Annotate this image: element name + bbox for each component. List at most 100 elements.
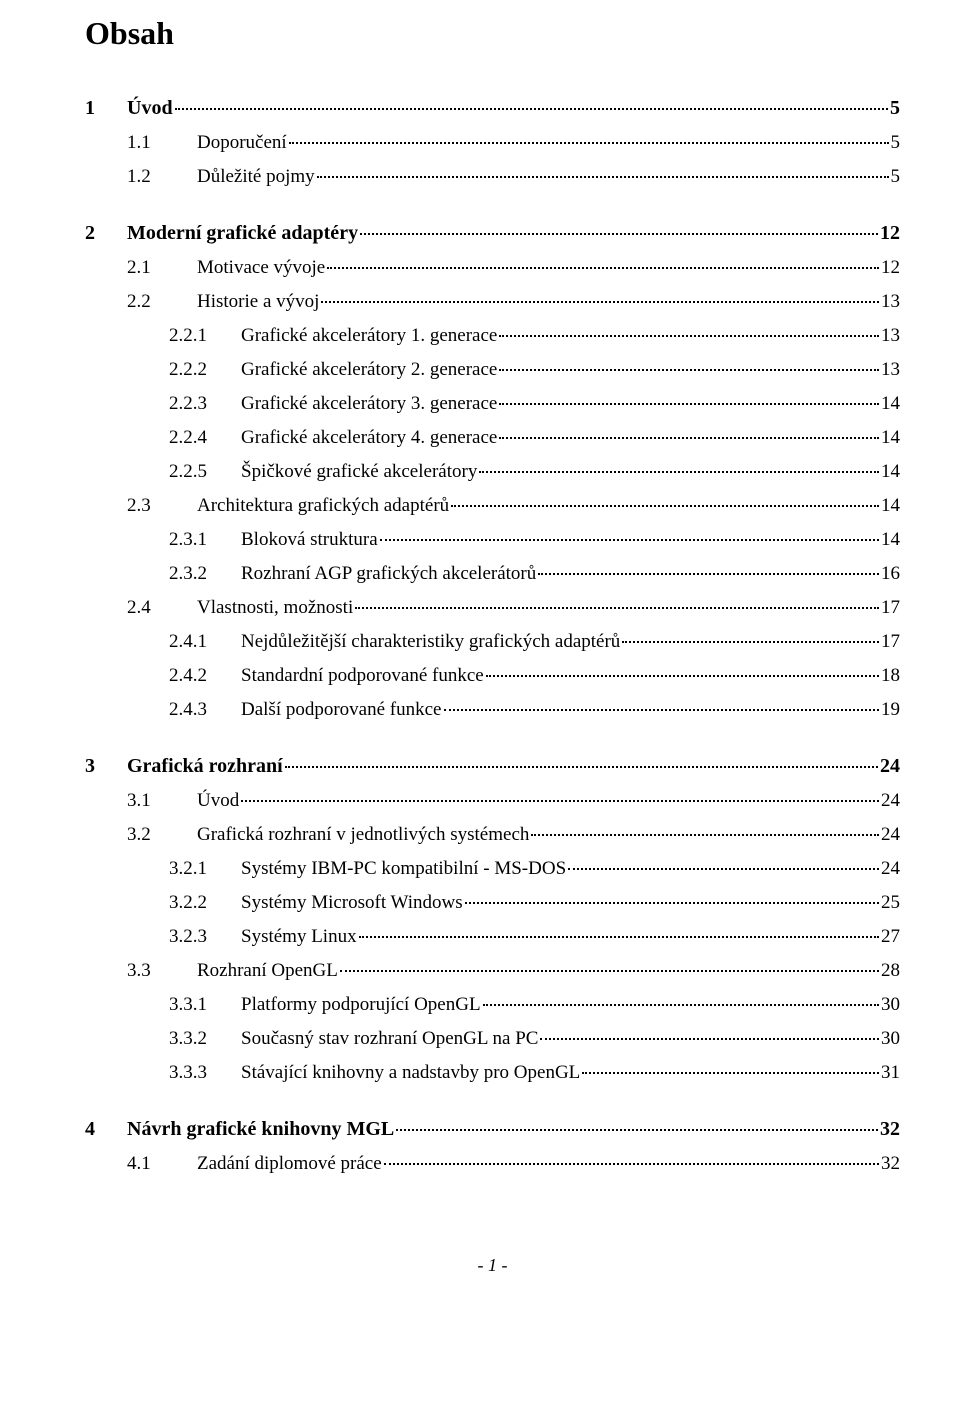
toc-entry-number: 3.3.2 [169, 1028, 241, 1050]
toc-entry-number: 2.4.1 [169, 631, 241, 653]
toc-entry: 1.1Doporučení 5 [85, 132, 900, 154]
toc-leader-dots [465, 902, 879, 904]
toc-entry-number: 2.2.4 [169, 427, 241, 449]
toc-entry-label: Historie a vývoj [197, 291, 319, 313]
toc-entry-number: 3.2.1 [169, 858, 241, 880]
toc-entry-page: 28 [881, 960, 900, 982]
toc-leader-dots [360, 233, 878, 235]
toc-entry-number: 2.2 [127, 291, 197, 313]
toc-leader-dots [327, 267, 879, 269]
toc-leader-dots [499, 369, 879, 371]
toc-entry-page: 32 [881, 1153, 900, 1175]
toc-entry-label: Platformy podporující OpenGL [241, 994, 481, 1016]
toc-entry-page: 24 [880, 755, 900, 778]
toc-leader-dots [568, 868, 879, 870]
toc-entry-page: 24 [881, 858, 900, 880]
toc-leader-dots [499, 335, 879, 337]
toc-entry-page: 32 [880, 1118, 900, 1141]
toc-entry-label: Standardní podporované funkce [241, 665, 484, 687]
toc-entry: 2.2.3Grafické akcelerátory 3. generace 1… [85, 393, 900, 415]
toc-leader-dots [444, 709, 880, 711]
toc-entry-page: 30 [881, 994, 900, 1016]
toc-entry-label: Grafická rozhraní [127, 755, 283, 778]
toc-entry-number: 2.2.1 [169, 325, 241, 347]
toc-entry-label: Grafické akcelerátory 4. generace [241, 427, 497, 449]
toc-list: 1Úvod 51.1Doporučení 51.2Důležité pojmy … [85, 97, 900, 1175]
toc-entry: 2.2.4Grafické akcelerátory 4. generace 1… [85, 427, 900, 449]
toc-leader-dots [289, 142, 889, 144]
toc-entry-number: 2.2.3 [169, 393, 241, 415]
toc-entry-page: 14 [881, 495, 900, 517]
toc-leader-dots [321, 301, 879, 303]
toc-entry-number: 3.3.3 [169, 1062, 241, 1084]
toc-entry-page: 12 [880, 222, 900, 245]
toc-entry-number: 2.3 [127, 495, 197, 517]
toc-entry: 3.2.1Systémy IBM-PC kompatibilní - MS-DO… [85, 858, 900, 880]
toc-leader-dots [285, 766, 878, 768]
toc-entry-label: Další podporované funkce [241, 699, 442, 721]
toc-entry-label: Rozhraní AGP grafických akcelerátorů [241, 563, 536, 585]
toc-leader-dots [531, 834, 879, 836]
toc-entry-page: 27 [881, 926, 900, 948]
toc-entry-page: 14 [881, 529, 900, 551]
toc-entry: 2.4.2Standardní podporované funkce 18 [85, 665, 900, 687]
toc-entry: 3.2Grafická rozhraní v jednotlivých syst… [85, 824, 900, 846]
toc-entry-page: 13 [881, 359, 900, 381]
toc-entry-number: 3.3 [127, 960, 197, 982]
toc-entry-page: 30 [881, 1028, 900, 1050]
toc-entry-number: 3.2.3 [169, 926, 241, 948]
toc-entry-label: Grafické akcelerátory 2. generace [241, 359, 497, 381]
toc-entry-number: 3.2.2 [169, 892, 241, 914]
toc-entry-label: Motivace vývoje [197, 257, 325, 279]
toc-leader-dots [483, 1004, 879, 1006]
toc-entry: 2.4.3Další podporované funkce 19 [85, 699, 900, 721]
toc-entry-label: Důležité pojmy [197, 166, 315, 188]
toc-entry-label: Nejdůležitější charakteristiky grafickýc… [241, 631, 620, 653]
toc-entry-label: Zadání diplomové práce [197, 1153, 382, 1175]
toc-entry-page: 24 [881, 790, 900, 812]
toc-leader-dots [359, 936, 879, 938]
toc-entry-label: Úvod [127, 97, 173, 120]
toc-entry-page: 17 [881, 631, 900, 653]
toc-entry-number: 3.2 [127, 824, 197, 846]
toc-leader-dots [384, 1163, 879, 1165]
toc-entry-label: Stávající knihovny a nadstavby pro OpenG… [241, 1062, 580, 1084]
toc-entry-page: 14 [881, 393, 900, 415]
toc-leader-dots [479, 471, 879, 473]
toc-entry: 3.3Rozhraní OpenGL 28 [85, 960, 900, 982]
toc-entry-number: 2.4.2 [169, 665, 241, 687]
toc-entry-page: 13 [881, 291, 900, 313]
toc-leader-dots [540, 1038, 879, 1040]
toc-entry: 2.2.5Špičkové grafické akcelerátory 14 [85, 461, 900, 483]
toc-leader-dots [396, 1129, 878, 1131]
toc-leader-dots [538, 573, 879, 575]
toc-entry-label: Grafické akcelerátory 3. generace [241, 393, 497, 415]
toc-entry-number: 1.1 [127, 132, 197, 154]
toc-entry-page: 17 [881, 597, 900, 619]
toc-leader-dots [380, 539, 879, 541]
toc-leader-dots [241, 800, 879, 802]
toc-entry-number: 4 [85, 1118, 127, 1141]
toc-entry-number: 1 [85, 97, 127, 120]
toc-entry-number: 2.3.2 [169, 563, 241, 585]
toc-entry: 1.2Důležité pojmy 5 [85, 166, 900, 188]
toc-entry: 2.4Vlastnosti, možnosti 17 [85, 597, 900, 619]
toc-entry: 2.3.2Rozhraní AGP grafických akcelerátor… [85, 563, 900, 585]
toc-leader-dots [499, 437, 879, 439]
toc-entry: 3.2.3Systémy Linux 27 [85, 926, 900, 948]
toc-leader-dots [486, 675, 879, 677]
toc-entry-label: Úvod [197, 790, 239, 812]
toc-entry-page: 14 [881, 461, 900, 483]
toc-entry-page: 18 [881, 665, 900, 687]
toc-entry-label: Architektura grafických adaptérů [197, 495, 449, 517]
toc-entry: 4Návrh grafické knihovny MGL 32 [85, 1118, 900, 1141]
toc-entry: 3.1Úvod 24 [85, 790, 900, 812]
toc-entry: 2.2.1Grafické akcelerátory 1. generace 1… [85, 325, 900, 347]
toc-entry-label: Systémy Microsoft Windows [241, 892, 463, 914]
toc-entry-label: Vlastnosti, možnosti [197, 597, 353, 619]
toc-entry: 3.3.2Současný stav rozhraní OpenGL na PC… [85, 1028, 900, 1050]
toc-entry-page: 19 [881, 699, 900, 721]
toc-leader-dots [582, 1072, 879, 1074]
toc-entry-label: Rozhraní OpenGL [197, 960, 338, 982]
toc-entry-page: 25 [881, 892, 900, 914]
